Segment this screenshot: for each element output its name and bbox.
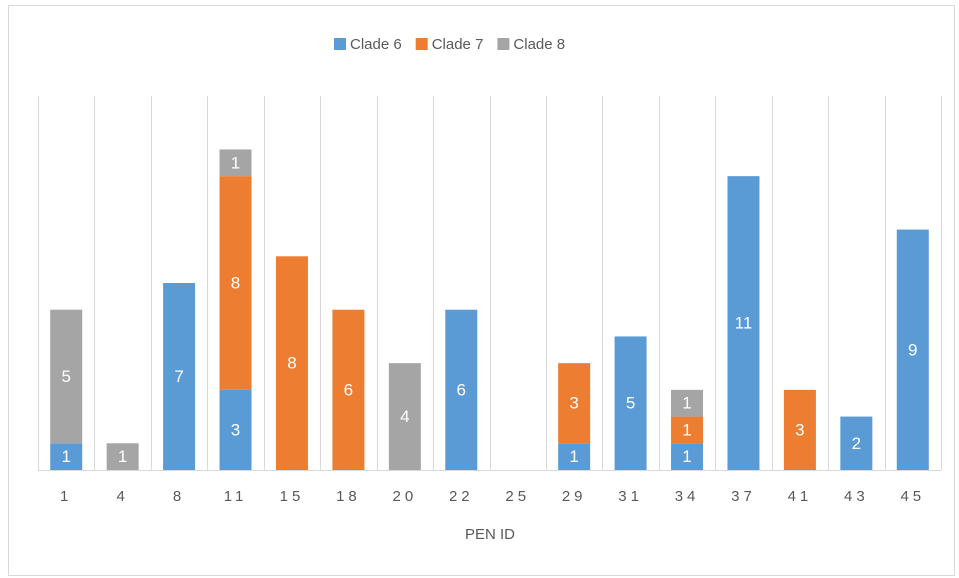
bar-segment: [50, 443, 83, 470]
value-label: 9: [908, 340, 917, 359]
bar-segment: [445, 309, 478, 470]
x-tick-label: 22: [449, 488, 474, 505]
x-tick-label: 11: [224, 488, 248, 505]
bar-segment: [727, 176, 760, 470]
bar-segment: [219, 149, 252, 177]
value-label: 7: [174, 367, 183, 386]
legend-swatch: [334, 38, 346, 50]
legend-label: Clade 7: [432, 36, 484, 53]
bar-segment: [332, 309, 365, 470]
bar-segment: [896, 229, 929, 470]
value-label: 5: [626, 394, 635, 413]
bar-segment: [106, 443, 139, 470]
x-tick-label: 18: [336, 488, 361, 505]
bar-segment: [219, 389, 252, 470]
bar-segment: [388, 363, 421, 470]
value-label: 3: [231, 420, 240, 439]
value-label: 1: [118, 447, 127, 466]
x-tick-label: 4: [116, 488, 128, 505]
bar-segment: [50, 309, 83, 444]
x-axis-label: PEN ID: [465, 526, 515, 543]
value-label: 6: [344, 380, 353, 399]
x-tick-label: 34: [675, 488, 700, 505]
bar-segment: [163, 283, 196, 470]
value-label: 11: [735, 314, 753, 333]
x-tick-label: 8: [173, 488, 185, 505]
x-tick-label: 25: [505, 488, 530, 505]
legend-label: Clade 8: [513, 36, 565, 53]
legend-label: Clade 6: [350, 36, 402, 53]
value-label: 1: [61, 447, 70, 466]
legend-swatch: [497, 38, 510, 50]
x-tick-label: 31: [618, 488, 643, 505]
bar-segment: [614, 336, 647, 470]
value-label: 2: [852, 434, 861, 453]
bar-segment: [671, 443, 704, 470]
bar-segment: [558, 443, 591, 470]
value-label: 1: [682, 420, 691, 439]
value-label: 5: [61, 367, 70, 386]
chart-border: [8, 5, 955, 576]
bar-segment: [783, 389, 816, 470]
x-tick-label: 37: [731, 488, 756, 505]
value-label: 1: [682, 394, 691, 413]
x-tick-label: 29: [562, 488, 587, 505]
x-tick-label: 1: [60, 488, 72, 505]
bar-segment: [671, 389, 704, 417]
bar-segment: [840, 416, 873, 470]
value-label: 3: [569, 394, 578, 413]
value-label: 8: [231, 273, 240, 292]
value-label: 1: [682, 447, 691, 466]
x-tick-label: 45: [900, 488, 925, 505]
bar-segment: [275, 256, 308, 470]
value-label: 6: [457, 380, 466, 399]
bar-segment: [558, 363, 591, 444]
x-tick-label: 15: [280, 488, 305, 505]
x-tick-label: 20: [393, 488, 418, 505]
legend-swatch: [415, 38, 428, 50]
value-label: 1: [569, 447, 578, 466]
x-tick-label: 43: [844, 488, 869, 505]
value-label: 4: [400, 407, 409, 426]
x-tick-label: 41: [788, 488, 813, 505]
value-label: 8: [287, 354, 296, 373]
value-label: 1: [231, 153, 240, 172]
bar-segment: [671, 416, 704, 444]
value-label: 3: [795, 420, 804, 439]
bar-segment: [219, 176, 252, 390]
